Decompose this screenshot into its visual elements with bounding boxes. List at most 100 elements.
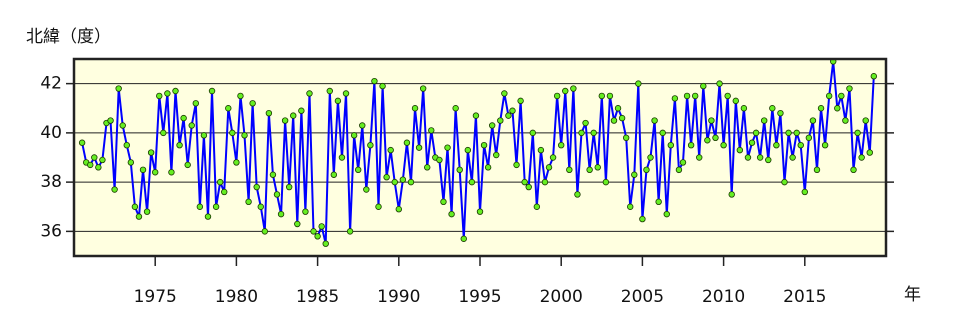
x-tick-label: 2015 [783, 287, 826, 305]
plot-area [74, 59, 886, 256]
marker [257, 203, 264, 210]
marker [797, 141, 804, 149]
marker [846, 85, 853, 92]
marker [212, 203, 220, 210]
marker [156, 92, 163, 100]
marker [229, 129, 236, 137]
marker [383, 173, 390, 181]
marker [375, 203, 382, 210]
marker [691, 92, 699, 100]
marker [415, 144, 423, 151]
marker [838, 92, 845, 100]
marker [667, 141, 675, 149]
marker [793, 129, 800, 137]
marker [813, 166, 821, 174]
marker [533, 203, 541, 210]
marker [468, 178, 476, 186]
marker [424, 164, 431, 171]
marker [180, 114, 187, 122]
marker [91, 154, 98, 161]
marker [359, 122, 366, 129]
marker [870, 73, 878, 80]
marker [338, 154, 346, 161]
marker [326, 87, 333, 95]
x-tick-label: 1995 [458, 287, 501, 305]
marker [460, 235, 467, 242]
marker [472, 112, 480, 119]
marker [598, 92, 605, 100]
marker [428, 127, 435, 134]
marker [578, 129, 585, 137]
marker [736, 146, 744, 154]
marker [769, 105, 776, 112]
marker [724, 92, 731, 100]
marker [387, 146, 394, 154]
marker [127, 159, 135, 166]
marker [639, 215, 646, 223]
line [81, 61, 875, 244]
marker [570, 85, 577, 92]
marker [521, 178, 528, 186]
marker [493, 151, 500, 159]
marker [476, 208, 484, 215]
marker [679, 159, 687, 166]
marker [817, 105, 825, 112]
marker [732, 97, 739, 105]
marker [785, 129, 792, 137]
marker [192, 100, 199, 107]
marker [862, 117, 869, 124]
marker [196, 203, 204, 210]
marker [821, 141, 829, 149]
y-tick-label: 38 [40, 172, 62, 192]
marker [216, 178, 224, 186]
marker [643, 166, 650, 174]
marker [562, 87, 569, 95]
marker [614, 105, 622, 112]
x-tick-label: 2000 [540, 287, 583, 305]
marker [602, 178, 610, 186]
marker [513, 161, 520, 169]
marks [78, 58, 878, 247]
marker [529, 129, 536, 137]
x-tick-label: 1980 [215, 287, 258, 305]
marker [310, 228, 317, 235]
marker [135, 213, 143, 220]
marker [285, 183, 293, 191]
marker [566, 166, 573, 174]
marker [854, 129, 861, 137]
marker [395, 206, 402, 213]
marker [322, 240, 329, 247]
marker [139, 166, 147, 174]
marker [444, 144, 451, 151]
marker [744, 154, 752, 161]
marker [277, 210, 285, 218]
marker [367, 141, 374, 149]
y-tick-label: 42 [40, 74, 62, 94]
marker [501, 90, 508, 97]
marker [253, 183, 260, 191]
marker [696, 154, 703, 161]
marker [631, 171, 638, 178]
marker [440, 198, 447, 206]
marker [273, 191, 281, 198]
marker [484, 164, 492, 171]
marker [111, 186, 118, 193]
marker [761, 117, 768, 124]
marker [160, 129, 167, 137]
marker [407, 178, 415, 186]
marker [411, 105, 419, 112]
marker [541, 178, 549, 186]
marker [346, 228, 354, 235]
marker [419, 85, 427, 92]
marker [509, 107, 516, 114]
marker [318, 223, 325, 230]
marker [204, 213, 212, 220]
marker [549, 154, 557, 161]
x-axis-label: 年 [904, 285, 921, 305]
marker [131, 203, 139, 210]
marker [87, 161, 94, 169]
marker [553, 92, 561, 100]
marker [590, 129, 597, 137]
marker [261, 228, 269, 235]
marker [188, 122, 195, 129]
